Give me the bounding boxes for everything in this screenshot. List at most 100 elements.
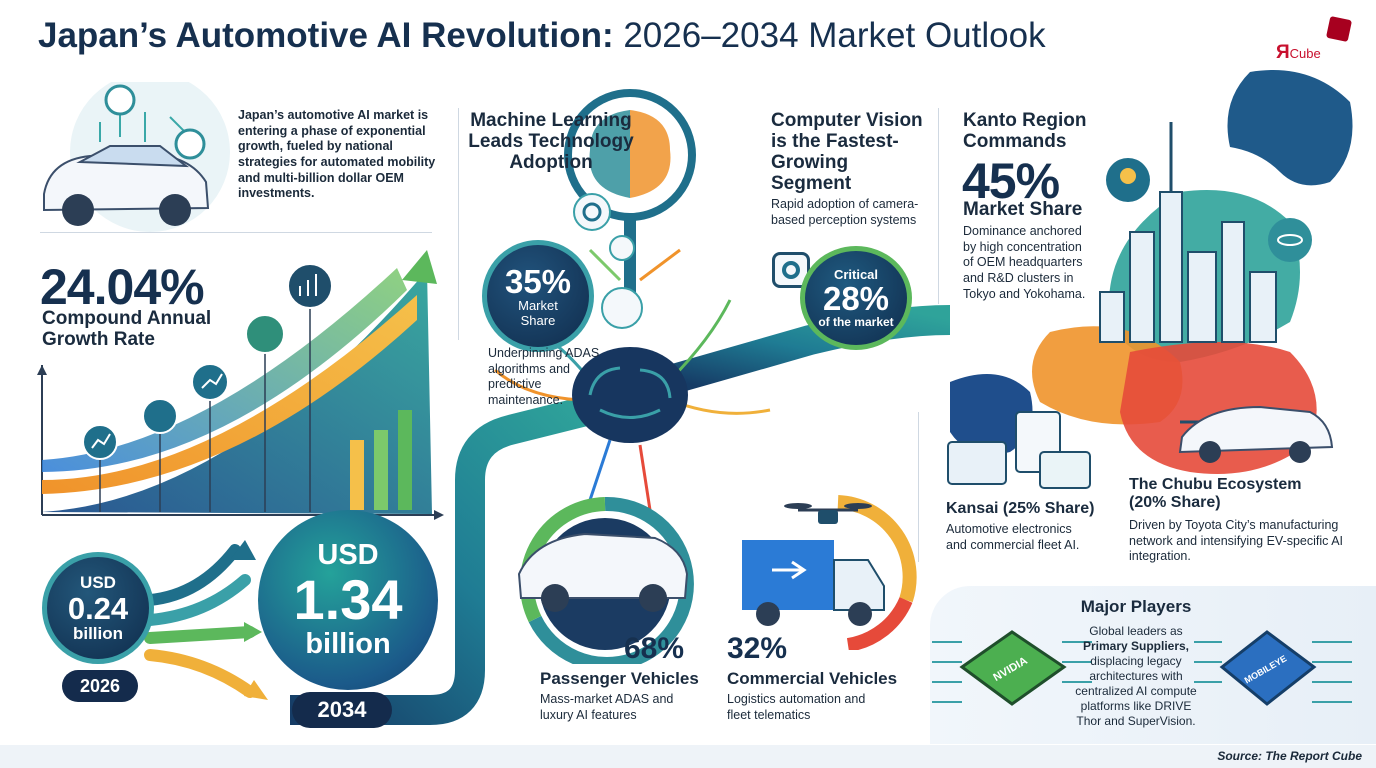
cv-badge-value: 28% xyxy=(822,280,890,317)
bar-icon xyxy=(350,440,364,510)
passenger-value: 68% xyxy=(624,632,685,665)
chubu-description: Driven by Toyota City’s manufacturing ne… xyxy=(1129,518,1344,564)
truck-cab-icon xyxy=(833,559,885,611)
ml-heading-line1: Machine Learning xyxy=(470,110,632,131)
passenger-car-icon xyxy=(517,532,689,599)
kanto-heading: Kanto Region Commands xyxy=(963,110,1087,153)
cv-heading-line2: is the Fastest- xyxy=(771,130,899,152)
cagr-value: 24.04% xyxy=(40,259,205,315)
cagr-label: Compound Annual Growth Rate xyxy=(42,308,212,351)
cv-description: Rapid adoption of camera-based perceptio… xyxy=(771,197,919,227)
road-sign-icon xyxy=(601,287,643,329)
kanto-description: Dominance anchored by high concentration… xyxy=(963,224,1086,301)
kansai-heading: Kansai (25% Share) xyxy=(946,500,1095,517)
passenger-heading: Passenger Vehicles xyxy=(540,669,699,688)
japan-map-illustration xyxy=(947,70,1353,489)
market-2026-circle: USD 0.24 billion xyxy=(42,552,154,664)
connected-car-illustration xyxy=(43,82,230,232)
nvidia-chip-icon xyxy=(959,630,1067,706)
market-2034-currency: USD xyxy=(317,539,379,571)
gauge-node-icon xyxy=(142,398,178,434)
commercial-vehicle-ring xyxy=(742,495,917,650)
drone-icon xyxy=(784,503,872,524)
chubu-heading-line1: The Chubu Ecosystem xyxy=(1129,476,1302,493)
kyushu-shape xyxy=(950,374,1033,455)
market-2026-unit: billion xyxy=(72,623,124,643)
commercial-heading: Commercial Vehicles xyxy=(727,669,898,688)
mobileye-chip-icon xyxy=(1219,630,1317,706)
kanto-value-label: Market Share xyxy=(963,199,1083,220)
bar-icon xyxy=(398,410,412,510)
kanto-heading-line1: Kanto Region xyxy=(963,110,1087,131)
car-wheel-icon xyxy=(62,194,94,226)
cv-heading-line1: Computer Vision xyxy=(771,110,923,131)
market-2026-value: 0.24 xyxy=(67,590,129,626)
market-2034-circle: USD 1.34 billion xyxy=(258,510,438,690)
logo-cube-icon xyxy=(1325,15,1353,43)
growth-band-navy xyxy=(42,270,432,514)
cagr-label-line1: Compound Annual xyxy=(42,308,212,329)
car-wheel-icon xyxy=(159,194,191,226)
bar-icon xyxy=(374,430,388,510)
logo-r: Я xyxy=(1276,42,1290,63)
page-title-bold: Japan’s Automotive AI Revolution: xyxy=(38,16,614,55)
intro-text: Japan’s automotive AI market is entering… xyxy=(238,108,436,201)
year-2034-badge: 2034 xyxy=(292,692,392,728)
kanto-value: 45% xyxy=(962,153,1060,209)
market-2034-value: 1.34 xyxy=(293,568,403,631)
section-divider xyxy=(40,232,432,233)
page-title-light: 2026–2034 Market Outlook xyxy=(623,16,1046,55)
passenger-vehicle-ring xyxy=(517,496,694,664)
chubu-heading: The Chubu Ecosystem (20% Share) xyxy=(1129,476,1301,511)
ml-heading: Machine Learning Leads Technology Adopti… xyxy=(462,110,640,174)
ai-chips-illustration: NVIDIA MOBILEYE xyxy=(932,630,1352,706)
atom-node-icon xyxy=(1268,218,1312,262)
passenger-ring-arc xyxy=(528,496,694,664)
circuit-road-right xyxy=(665,305,950,395)
market-2034-unit: billion xyxy=(305,628,391,660)
ml-heading-line3: Adoption xyxy=(509,151,593,173)
ml-share-circle: 35% Market Share xyxy=(482,240,594,352)
car-display-icon xyxy=(1039,451,1091,489)
cv-heading-line4: Segment xyxy=(771,172,852,194)
brain-node-icon xyxy=(104,84,136,116)
chip-icon xyxy=(609,235,635,261)
kanto-heading-line2: Commands xyxy=(963,130,1067,152)
commercial-description: Logistics automation and fleet telematic… xyxy=(727,692,866,722)
passenger-description: Mass-market ADAS and luxury AI features xyxy=(540,692,674,722)
ml-share-label-line1: Market xyxy=(518,297,558,313)
growth-arrow-head-icon xyxy=(402,250,437,284)
hokkaido-shape xyxy=(1227,70,1353,186)
trend-node-icon xyxy=(191,363,229,401)
chubu-heading-line2: (20% Share) xyxy=(1129,493,1221,511)
city-skyline-icon xyxy=(1099,191,1277,343)
arrow-head-icon xyxy=(244,622,262,642)
ml-share-label-line2: Share xyxy=(520,312,556,328)
gear-icon xyxy=(573,193,611,231)
players-description: Global leaders as Primary Suppliers, dis… xyxy=(1070,624,1202,729)
cv-heading: Computer Vision is the Fastest- Growing … xyxy=(771,110,941,195)
ml-heading-line2: Leads Technology xyxy=(468,130,634,152)
arrow-head-icon xyxy=(230,540,256,560)
truck-cargo-icon xyxy=(742,540,834,610)
camera-icon xyxy=(772,252,810,288)
ml-share-value: 35% xyxy=(504,262,572,300)
cv-badge-top: Critical xyxy=(833,267,879,282)
car-node-icon xyxy=(174,128,206,160)
year-2026-badge: 2026 xyxy=(62,670,138,702)
cv-badge-bottom: of the market xyxy=(818,315,894,329)
circuit-road-left xyxy=(290,395,594,725)
footer-bar xyxy=(0,745,1376,768)
logo-text: ЯCube xyxy=(1276,42,1321,64)
players-desc-bold: Primary Suppliers, xyxy=(1082,639,1190,653)
market-growth-arrows xyxy=(144,540,268,700)
growth-chart-illustration xyxy=(37,250,444,520)
kansai-description: Automotive electronics and commercial fl… xyxy=(946,522,1080,552)
network-node-icon xyxy=(245,314,285,354)
logo-cube-label: Cube xyxy=(1289,46,1321,61)
market-2026-currency: USD xyxy=(80,572,116,592)
bar-growth-node-icon xyxy=(287,263,333,309)
players-heading: Major Players xyxy=(1080,597,1192,616)
laptop-icon xyxy=(947,441,1007,485)
ml-description: Underpinning ADAS algorithms and predict… xyxy=(488,346,600,407)
